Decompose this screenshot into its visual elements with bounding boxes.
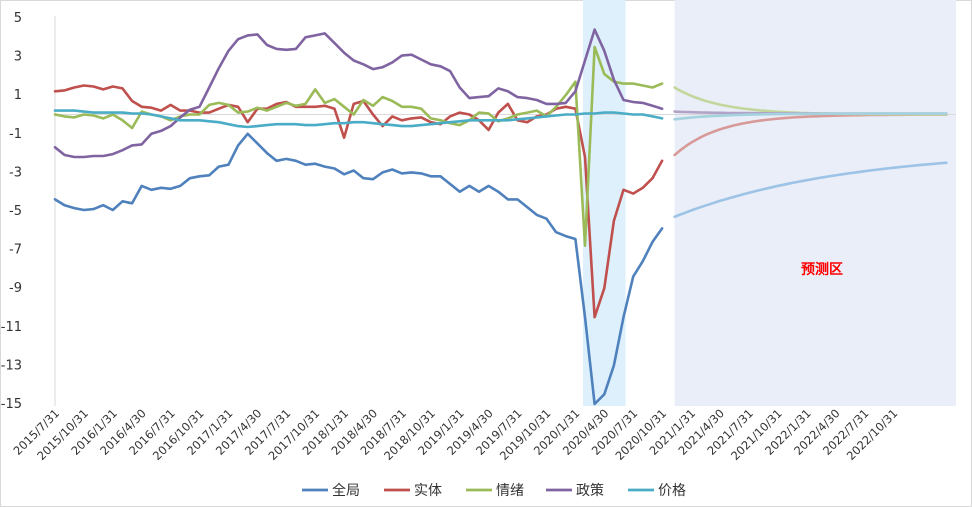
- legend-label-情绪: 情绪: [496, 483, 524, 499]
- series-line-价格: [53, 109, 664, 129]
- series-layer: [53, 28, 948, 406]
- y-tick-label: -13: [1, 358, 22, 373]
- y-tick-label: -1: [9, 127, 22, 142]
- legend: 全局 实体 情绪 政策 价格: [302, 482, 686, 499]
- y-tick-label: 3: [14, 50, 22, 65]
- forecast-region: [674, 0, 956, 406]
- legend-label-实体: 实体: [414, 483, 442, 499]
- y-tick-label: 1: [14, 88, 22, 103]
- y-tick-label: 5: [14, 11, 22, 26]
- series-line-情绪: [53, 45, 664, 247]
- forecast-line-全局: [673, 161, 948, 219]
- y-tick-label: -3: [9, 165, 22, 180]
- series-line-全局: [53, 132, 664, 406]
- y-tick-label: -9: [9, 281, 22, 296]
- legend-label-价格: 价格: [658, 483, 686, 499]
- y-tick-label: -11: [1, 320, 22, 335]
- y-tick-label: -5: [9, 204, 22, 219]
- series-line-实体: [53, 84, 664, 319]
- legend-label-全局: 全局: [332, 482, 360, 499]
- forecast-line-价格: [673, 112, 948, 121]
- legend-label-政策: 政策: [576, 482, 604, 499]
- forecast-region-label: 预测区: [801, 261, 843, 278]
- background-layer: [583, 0, 956, 406]
- y-tick-label: -7: [9, 243, 22, 258]
- y-tick-label: -15: [1, 397, 22, 412]
- series-line-政策: [53, 28, 664, 159]
